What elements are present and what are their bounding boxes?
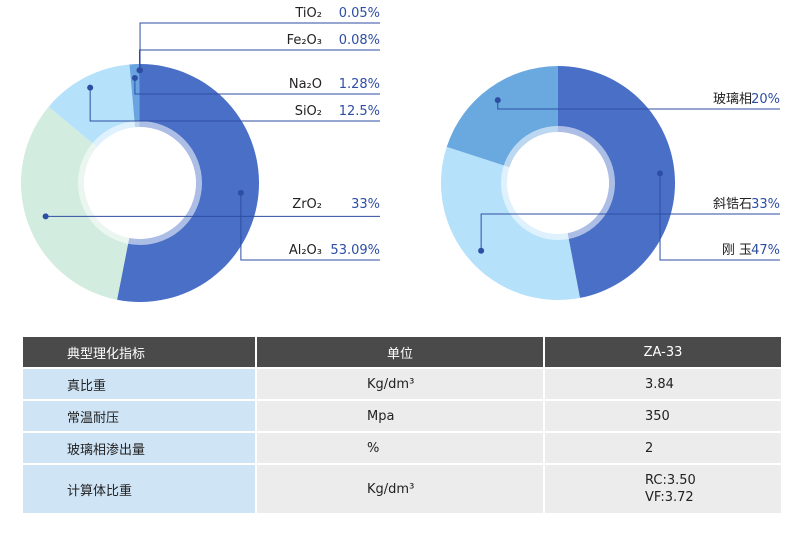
- slice-item: [440, 146, 580, 300]
- table-header-row: 典型理化指标 单位 ZA-33: [23, 337, 781, 367]
- leader-dot: [137, 67, 144, 74]
- label-name-fe2o3: Fe₂O₃: [287, 33, 322, 48]
- leader-dot: [237, 189, 244, 196]
- label-value-item: 20%: [751, 92, 780, 107]
- donut-hole: [507, 132, 609, 234]
- label-name-tio2: TiO₂: [294, 6, 322, 21]
- table-row: 计算体比重 Kg/dm³ RC:3.50 VF:3.72: [23, 465, 781, 513]
- leader-line: [134, 77, 380, 95]
- leader-dot: [131, 74, 138, 81]
- properties-table: 典型理化指标 单位 ZA-33 真比重 Kg/dm³ 3.84 常温耐压 Mpa…: [21, 335, 783, 515]
- leader-line: [138, 49, 380, 71]
- leader-dot: [87, 84, 94, 91]
- leader-line: [480, 213, 780, 251]
- label-name-al2o3: Al₂O₃: [289, 243, 322, 258]
- label-value-sio2: 12.5%: [339, 104, 380, 119]
- slice-sio2: [48, 64, 136, 148]
- label-name-zro2: ZrO₂: [292, 197, 322, 212]
- label-name-sio2: SiO₂: [295, 104, 322, 119]
- row-property: 计算体比重: [23, 465, 255, 513]
- slice-item: [558, 66, 676, 298]
- row-value: 3.84: [545, 369, 781, 399]
- row-unit: Mpa: [257, 401, 543, 431]
- label-value-item: 47%: [751, 243, 780, 258]
- leader-line: [240, 192, 380, 261]
- label-name-na2o: Na₂O: [289, 77, 322, 92]
- label-name-item: 斜锆石: [713, 197, 752, 212]
- row-unit: %: [257, 433, 543, 463]
- leader-line: [659, 173, 780, 261]
- row-property: 真比重: [23, 369, 255, 399]
- label-name-item: 刚 玉: [722, 243, 752, 258]
- label-name-item: 玻璃相: [713, 92, 752, 107]
- header-unit: 单位: [257, 337, 543, 367]
- row-value: RC:3.50 VF:3.72: [545, 465, 781, 513]
- leader-dot: [42, 213, 49, 220]
- leader-dot: [657, 170, 664, 177]
- row-unit: Kg/dm³: [257, 369, 543, 399]
- label-value-al2o3: 53.09%: [330, 243, 380, 258]
- label-value-fe2o3: 0.08%: [339, 33, 380, 48]
- slice-item: [446, 66, 558, 168]
- table-row: 玻璃相渗出量 % 2: [23, 433, 781, 463]
- inner-ring: [501, 126, 615, 240]
- header-property: 典型理化指标: [23, 337, 255, 367]
- charts-area: Al₂O₃ 53.09% ZrO₂ 33% SiO₂ 12.5% Na₂O 1.28% Fe₂O…: [20, 6, 780, 302]
- row-property: 常温耐压: [23, 401, 255, 431]
- label-value-na2o: 1.28%: [339, 77, 380, 92]
- row-value: 350: [545, 401, 781, 431]
- row-value-line: RC:3.50: [645, 473, 696, 488]
- label-value-item: 33%: [751, 197, 780, 212]
- table-row: 常温耐压 Mpa 350: [23, 401, 781, 431]
- leader-dot: [494, 97, 501, 104]
- label-value-tio2: 0.05%: [339, 6, 380, 21]
- slice-zro2: [20, 106, 130, 300]
- leader-line: [89, 87, 380, 122]
- row-value-line: VF:3.72: [645, 490, 694, 505]
- row-unit: Kg/dm³: [257, 465, 543, 513]
- row-value: 2: [545, 433, 781, 463]
- leader-line: [139, 22, 380, 71]
- inner-ring: [78, 121, 202, 245]
- table-row: 真比重 Kg/dm³ 3.84: [23, 369, 781, 399]
- label-value-zro2: 33%: [351, 197, 380, 212]
- row-property: 玻璃相渗出量: [23, 433, 255, 463]
- leader-dot: [478, 247, 485, 254]
- header-grade: ZA-33: [545, 337, 781, 367]
- donut-hole: [84, 127, 196, 239]
